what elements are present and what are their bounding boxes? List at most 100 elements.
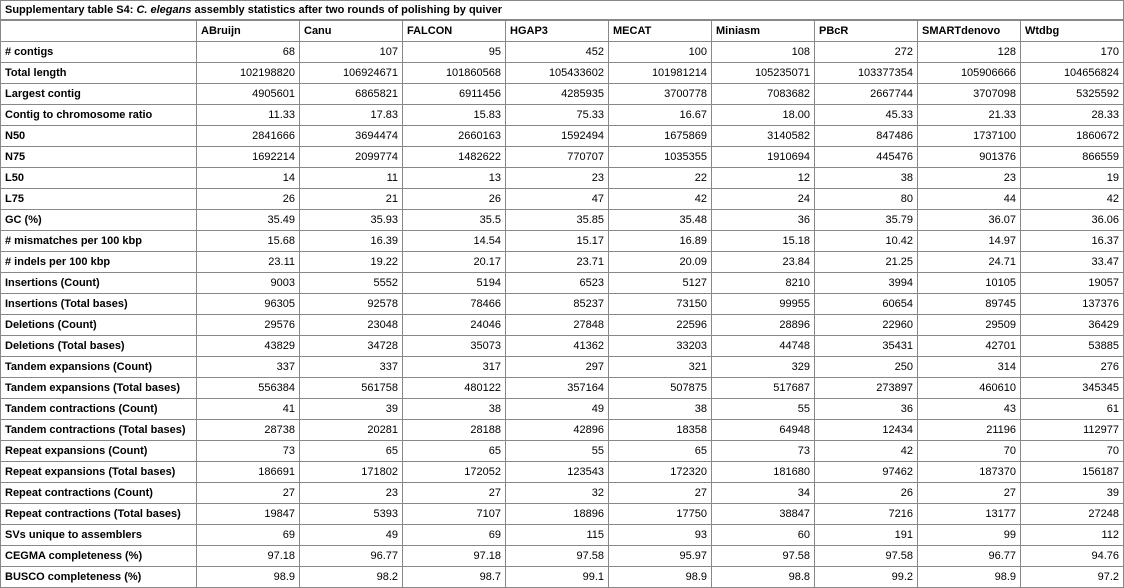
data-cell: 1692214	[197, 147, 300, 168]
data-cell: 13177	[918, 504, 1021, 525]
data-cell: 44748	[712, 336, 815, 357]
table-row: Tandem contractions (Count)4139384938553…	[1, 399, 1124, 420]
data-cell: 171802	[300, 462, 403, 483]
data-cell: 2099774	[300, 147, 403, 168]
data-cell: 770707	[506, 147, 609, 168]
data-cell: 68	[197, 42, 300, 63]
data-cell: 23.84	[712, 252, 815, 273]
table-row: Tandem contractions (Total bases)2873820…	[1, 420, 1124, 441]
row-label: # indels per 100 kbp	[1, 252, 197, 273]
data-cell: 14	[197, 168, 300, 189]
data-cell: 41	[197, 399, 300, 420]
data-cell: 172320	[609, 462, 712, 483]
data-cell: 28738	[197, 420, 300, 441]
data-cell: 187370	[918, 462, 1021, 483]
data-cell: 42	[815, 441, 918, 462]
data-cell: 1482622	[403, 147, 506, 168]
data-cell: 55	[712, 399, 815, 420]
data-cell: 24046	[403, 315, 506, 336]
data-cell: 65	[403, 441, 506, 462]
data-cell: 18896	[506, 504, 609, 525]
data-cell: 21.33	[918, 105, 1021, 126]
data-cell: 96.77	[300, 546, 403, 567]
data-cell: 92578	[300, 294, 403, 315]
data-cell: 65	[609, 441, 712, 462]
data-cell: 186691	[197, 462, 300, 483]
data-cell: 112	[1021, 525, 1124, 546]
data-cell: 98.8	[712, 567, 815, 588]
data-cell: 4905601	[197, 84, 300, 105]
table-row: Repeat contractions (Total bases)1984753…	[1, 504, 1124, 525]
table-row: N751692214209977414826227707071035355191…	[1, 147, 1124, 168]
row-label: Tandem contractions (Total bases)	[1, 420, 197, 441]
data-cell: 34728	[300, 336, 403, 357]
table-row: SVs unique to assemblers6949691159360191…	[1, 525, 1124, 546]
col-header: Canu	[300, 21, 403, 42]
data-cell: 1035355	[609, 147, 712, 168]
data-cell: 23.11	[197, 252, 300, 273]
table-row: Insertions (Count)9003555251946523512782…	[1, 273, 1124, 294]
data-cell: 1592494	[506, 126, 609, 147]
data-cell: 172052	[403, 462, 506, 483]
data-cell: 105235071	[712, 63, 815, 84]
data-cell: 85237	[506, 294, 609, 315]
row-label: SVs unique to assemblers	[1, 525, 197, 546]
table-row: L50141113232212382319	[1, 168, 1124, 189]
data-cell: 337	[300, 357, 403, 378]
data-cell: 10.42	[815, 231, 918, 252]
header-empty	[1, 21, 197, 42]
data-cell: 99.2	[815, 567, 918, 588]
data-cell: 16.67	[609, 105, 712, 126]
data-cell: 35431	[815, 336, 918, 357]
data-cell: 27848	[506, 315, 609, 336]
data-cell: 22	[609, 168, 712, 189]
data-cell: 36.06	[1021, 210, 1124, 231]
data-cell: 24	[712, 189, 815, 210]
row-label: Repeat expansions (Total bases)	[1, 462, 197, 483]
data-cell: 99.1	[506, 567, 609, 588]
data-cell: 2660163	[403, 126, 506, 147]
data-cell: 27	[197, 483, 300, 504]
data-cell: 73	[712, 441, 815, 462]
data-cell: 115	[506, 525, 609, 546]
data-cell: 49	[506, 399, 609, 420]
data-cell: 102198820	[197, 63, 300, 84]
data-cell: 321	[609, 357, 712, 378]
data-cell: 39	[300, 399, 403, 420]
data-cell: 55	[506, 441, 609, 462]
data-cell: 17750	[609, 504, 712, 525]
table-row: Tandem expansions (Count)337337317297321…	[1, 357, 1124, 378]
row-label: Deletions (Total bases)	[1, 336, 197, 357]
data-cell: 297	[506, 357, 609, 378]
data-cell: 23.71	[506, 252, 609, 273]
data-cell: 99	[918, 525, 1021, 546]
table-row: Deletions (Count)29576230482404627848225…	[1, 315, 1124, 336]
table-row: Contig to chromosome ratio11.3317.8315.8…	[1, 105, 1124, 126]
data-cell: 137376	[1021, 294, 1124, 315]
data-cell: 20.09	[609, 252, 712, 273]
data-cell: 507875	[609, 378, 712, 399]
data-cell: 15.18	[712, 231, 815, 252]
data-cell: 98.9	[197, 567, 300, 588]
table-row: # mismatches per 100 kbp15.6816.3914.541…	[1, 231, 1124, 252]
data-cell: 41362	[506, 336, 609, 357]
data-cell: 94.76	[1021, 546, 1124, 567]
data-cell: 97.58	[815, 546, 918, 567]
data-cell: 329	[712, 357, 815, 378]
data-cell: 49	[300, 525, 403, 546]
data-cell: 480122	[403, 378, 506, 399]
data-cell: 5325592	[1021, 84, 1124, 105]
data-cell: 42	[1021, 189, 1124, 210]
data-cell: 38	[815, 168, 918, 189]
data-cell: 250	[815, 357, 918, 378]
table-row: GC (%)35.4935.9335.535.8535.483635.7936.…	[1, 210, 1124, 231]
data-cell: 191	[815, 525, 918, 546]
data-cell: 98.9	[609, 567, 712, 588]
data-cell: 452	[506, 42, 609, 63]
data-cell: 107	[300, 42, 403, 63]
data-cell: 6911456	[403, 84, 506, 105]
data-cell: 23	[506, 168, 609, 189]
data-cell: 26	[815, 483, 918, 504]
data-cell: 13	[403, 168, 506, 189]
data-cell: 16.89	[609, 231, 712, 252]
